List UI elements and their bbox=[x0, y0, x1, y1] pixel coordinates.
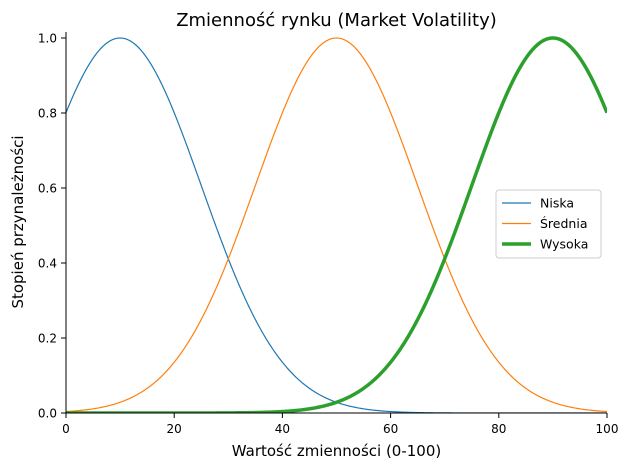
y-tick-label: 0.6 bbox=[38, 182, 57, 196]
y-tick-label: 0.4 bbox=[38, 257, 57, 271]
x-axis-label: Wartość zmienności (0-100) bbox=[232, 442, 441, 460]
x-tick-label: 60 bbox=[383, 422, 398, 436]
chart-title: Zmienność rynku (Market Volatility) bbox=[176, 10, 497, 31]
x-ticks: 0 20 40 60 80 100 bbox=[62, 413, 618, 436]
legend-label: Średnia bbox=[540, 216, 587, 231]
x-tick-label: 100 bbox=[596, 422, 619, 436]
x-tick-label: 0 bbox=[62, 422, 70, 436]
legend-box bbox=[495, 189, 602, 259]
y-axis-label: Stopień przynależności bbox=[9, 135, 27, 308]
x-tick-label: 20 bbox=[167, 422, 182, 436]
y-tick-label: 0.8 bbox=[38, 107, 57, 121]
y-tick-label: 0.0 bbox=[38, 407, 57, 421]
x-tick-label: 40 bbox=[275, 422, 290, 436]
x-tick-label: 80 bbox=[491, 422, 506, 436]
legend-label: Niska bbox=[540, 196, 574, 211]
legend-label: Wysoka bbox=[540, 237, 588, 252]
y-tick-label: 1.0 bbox=[38, 32, 57, 46]
y-ticks: 0.0 0.2 0.4 0.6 0.8 1.0 bbox=[38, 32, 66, 421]
legend: Niska Średnia Wysoka bbox=[495, 189, 602, 259]
y-tick-label: 0.2 bbox=[38, 332, 57, 346]
series-line-2 bbox=[66, 37, 607, 413]
series-line-3 bbox=[66, 36, 607, 413]
series-layer bbox=[66, 36, 607, 413]
